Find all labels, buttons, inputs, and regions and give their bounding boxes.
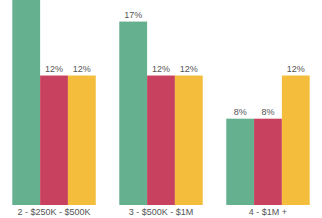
x-tick: 2 - $250K - $500K [17,207,90,217]
data-labels: 17% 8% 12% 12% 8% 12% 12% 12% [45,10,305,117]
x-tick: 4 - $1M + [249,207,287,217]
x-tick-label: 4 - $1M + [249,207,287,217]
bar [40,76,68,205]
data-label: 12% [287,64,305,74]
bar [254,119,282,205]
x-tick-label: 3 - $500K - $1M [129,207,194,217]
data-label: 12% [152,64,170,74]
x-tick: 3 - $500K - $1M [129,207,194,217]
bar [147,76,175,205]
bars [12,0,309,205]
data-label: 12% [45,64,63,74]
data-label: 17% [124,10,142,20]
data-label: 12% [180,64,198,74]
chart: 17% 8% 12% 12% 8% 12% 12% 12% 2 - $250K - $500K 3… [0,0,322,218]
bar [226,119,254,205]
data-label: 8% [261,107,274,117]
bar [119,22,147,205]
x-axis: 2 - $250K - $500K 3 - $500K - $1M 4 - $1M … [17,207,287,217]
data-label: 8% [234,107,247,117]
bar [68,76,96,205]
bar [282,76,310,205]
bar [175,76,203,205]
data-label: 12% [73,64,91,74]
x-tick-label: 2 - $250K - $500K [17,207,90,217]
bar [12,0,40,205]
